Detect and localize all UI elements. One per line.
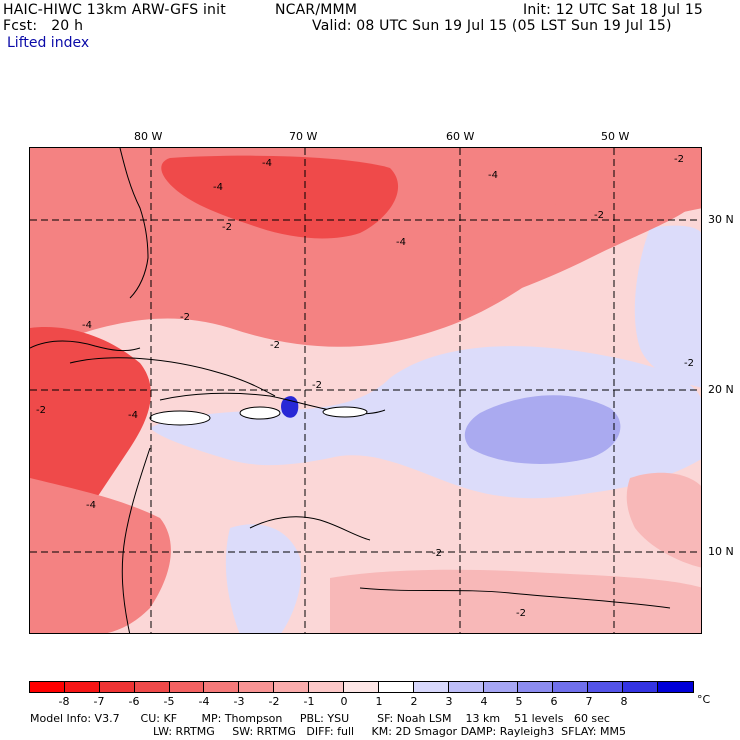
colorbar-swatch — [309, 682, 345, 692]
lifted-index-map: -4 -4 -4 -2 -2 -2 -4 -2 -4 -2 -2 -4 -2 -… — [29, 147, 702, 634]
contour-label: -4 — [213, 182, 223, 193]
contour-label: -2 — [684, 358, 694, 369]
lat-label-10n: 10 N — [708, 545, 734, 558]
colorbar-swatch — [413, 682, 449, 692]
field-negative-band — [410, 195, 690, 309]
field-positive-east — [634, 225, 701, 388]
colorbar-swatch — [99, 682, 135, 692]
lon-label-50w: 50 W — [601, 130, 630, 143]
colorbar-swatch — [274, 682, 310, 692]
colorbar-tick-label: 7 — [585, 695, 593, 708]
field-negative-southwest — [30, 478, 171, 633]
init-time: Init: 12 UTC Sat 18 Jul 15 — [523, 2, 704, 18]
field-negative-east-patch — [626, 472, 701, 568]
colorbar-tick-label: 5 — [515, 695, 523, 708]
model-info-line-2: LW: RRTMG SW: RRTMG DIFF: full KM: 2D Sm… — [153, 725, 626, 738]
colorbar-tick-label: -7 — [93, 695, 105, 708]
colorbar — [29, 681, 694, 693]
lon-label-60w: 60 W — [446, 130, 475, 143]
contour-label: -2 — [312, 380, 322, 391]
colorbar-swatch — [483, 682, 519, 692]
colorbar-tick-label: 1 — [375, 695, 383, 708]
colorbar-swatch — [553, 682, 589, 692]
colorbar-tick-label: 6 — [550, 695, 558, 708]
contour-label: -4 — [86, 500, 96, 511]
colorbar-tick-label: -2 — [268, 695, 280, 708]
lat-label-30n: 30 N — [708, 213, 734, 226]
colorbar-swatch — [30, 682, 65, 692]
contour-label: -2 — [180, 312, 190, 323]
contour-label: -2 — [516, 608, 526, 619]
contour-label: -2 — [674, 154, 684, 165]
colorbar-swatch — [204, 682, 240, 692]
contour-label: -2 — [594, 210, 604, 221]
field-negative-southeast — [330, 569, 701, 633]
colorbar-swatch — [518, 682, 554, 692]
colorbar-tick-label: -1 — [303, 695, 315, 708]
field-positive-south — [225, 524, 301, 633]
colorbar-unit: °C — [697, 693, 711, 706]
colorbar-tick-label: -8 — [58, 695, 70, 708]
graticule — [30, 148, 701, 633]
contour-label: -4 — [262, 158, 272, 169]
colorbar-swatch — [658, 682, 693, 692]
colorbar-tick-label: 3 — [445, 695, 453, 708]
contour-label: -4 — [82, 320, 92, 331]
colorbar-swatch — [239, 682, 275, 692]
colorbar-tick-label: 8 — [620, 695, 628, 708]
field-positive-core — [464, 395, 621, 464]
contour-label: -2 — [222, 222, 232, 233]
model-info-line-1: Model Info: V3.7 CU: KF MP: Thompson PBL… — [30, 712, 610, 725]
contour-label: -4 — [488, 170, 498, 181]
contour-label: -2 — [432, 548, 442, 559]
colorbar-tick-label: 0 — [340, 695, 348, 708]
islands — [149, 406, 368, 426]
contour-label: -4 — [128, 410, 138, 421]
colorbar-tick-label: 4 — [480, 695, 488, 708]
colorbar-tick-label: 2 — [410, 695, 418, 708]
colorbar-tick-label: -4 — [198, 695, 210, 708]
model-title: HAIC-HIWC 13km ARW-GFS init — [3, 2, 226, 18]
contour-label: -2 — [270, 340, 280, 351]
colorbar-swatch — [623, 682, 659, 692]
colorbar-swatch — [134, 682, 170, 692]
variable-name: Lifted index — [7, 35, 90, 51]
colorbar-swatch — [448, 682, 484, 692]
forecast-hour: Fcst: 20 h — [3, 18, 84, 34]
colorbar-tick-label: -6 — [128, 695, 140, 708]
organization-label: NCAR/MMM — [275, 2, 358, 18]
colorbar-swatch — [169, 682, 205, 692]
field-negative-north-core — [161, 155, 399, 239]
colorbar-swatch — [64, 682, 100, 692]
colorbar-swatch — [588, 682, 624, 692]
colorbar-swatch — [378, 682, 414, 692]
colorbar-swatch — [344, 682, 379, 692]
contour-label: -2 — [36, 405, 46, 416]
colorbar-tick-label: -3 — [233, 695, 245, 708]
lat-label-20n: 20 N — [708, 383, 734, 396]
valid-time: Valid: 08 UTC Sun 19 Jul 15 (05 LST Sun … — [312, 18, 672, 34]
contour-label: -4 — [396, 237, 406, 248]
lon-label-70w: 70 W — [289, 130, 318, 143]
lon-label-80w: 80 W — [134, 130, 163, 143]
colorbar-tick-label: -5 — [163, 695, 175, 708]
